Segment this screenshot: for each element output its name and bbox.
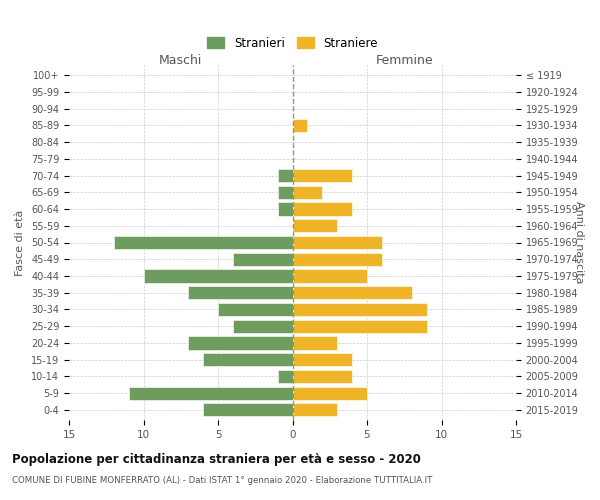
Bar — [203, 404, 293, 416]
Bar — [278, 202, 293, 215]
Bar — [293, 286, 412, 300]
Bar — [278, 370, 293, 383]
Bar — [293, 252, 382, 266]
Bar — [293, 404, 337, 416]
Bar — [293, 303, 427, 316]
Bar — [293, 186, 322, 199]
Legend: Stranieri, Straniere: Stranieri, Straniere — [202, 32, 383, 54]
Y-axis label: Anni di nascita: Anni di nascita — [574, 201, 584, 284]
Bar — [218, 303, 293, 316]
Bar — [128, 386, 293, 400]
Bar — [293, 370, 352, 383]
Bar — [233, 252, 293, 266]
Text: Femmine: Femmine — [376, 54, 433, 66]
Bar — [203, 353, 293, 366]
Bar — [188, 336, 293, 349]
Bar — [293, 353, 352, 366]
Bar — [293, 270, 367, 282]
Bar — [293, 336, 337, 349]
Bar — [293, 219, 337, 232]
Text: COMUNE DI FUBINE MONFERRATO (AL) - Dati ISTAT 1° gennaio 2020 - Elaborazione TUT: COMUNE DI FUBINE MONFERRATO (AL) - Dati … — [12, 476, 433, 485]
Bar — [293, 236, 382, 249]
Bar — [293, 386, 367, 400]
Text: Popolazione per cittadinanza straniera per età e sesso - 2020: Popolazione per cittadinanza straniera p… — [12, 452, 421, 466]
Bar — [293, 202, 352, 215]
Bar — [188, 286, 293, 300]
Bar — [278, 169, 293, 182]
Bar — [143, 270, 293, 282]
Bar — [293, 169, 352, 182]
Bar — [278, 186, 293, 199]
Bar — [293, 119, 307, 132]
Bar — [293, 320, 427, 333]
Y-axis label: Fasce di età: Fasce di età — [16, 210, 25, 276]
Bar — [114, 236, 293, 249]
Text: Maschi: Maschi — [159, 54, 202, 66]
Bar — [233, 320, 293, 333]
